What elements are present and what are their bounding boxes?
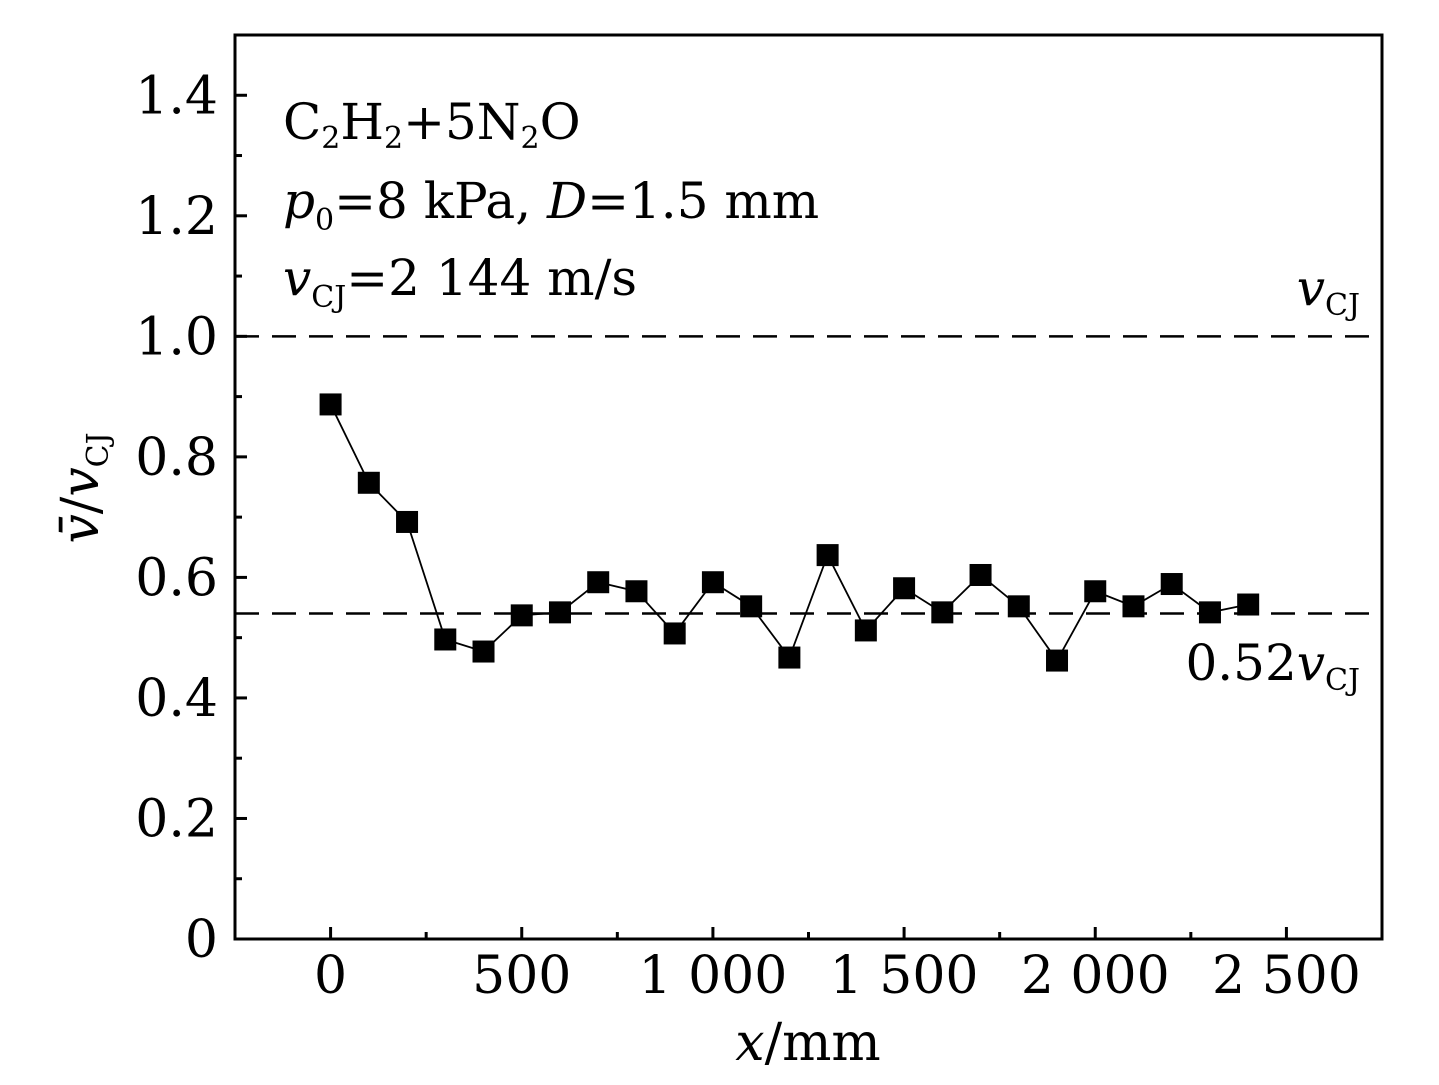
data-point: [816, 544, 839, 567]
data-point: [587, 571, 610, 594]
data-point: [701, 571, 724, 594]
data-point: [434, 628, 457, 651]
y-tick-label: 0.4: [135, 669, 218, 729]
y-tick-label: 1.0: [135, 307, 218, 367]
y-tick-label: 0.8: [135, 428, 218, 488]
ref-label-vcj: vCJ: [1297, 259, 1360, 323]
data-point: [1237, 593, 1260, 616]
data-point: [472, 640, 495, 663]
y-tick-label: 1.4: [135, 66, 218, 126]
x-tick-label: 500: [472, 946, 571, 1006]
data-point: [740, 595, 763, 618]
x-axis-title: x/mm: [735, 1013, 880, 1073]
data-point: [1160, 573, 1183, 596]
data-point: [778, 646, 801, 669]
x-tick-label: 1 500: [830, 946, 979, 1006]
data-point: [548, 601, 571, 624]
data-point: [931, 601, 954, 624]
y-tick-label: 0.6: [135, 548, 218, 608]
y-tick-label: 1.2: [135, 187, 218, 247]
data-point: [969, 563, 992, 586]
x-tick-label: 1 000: [638, 946, 787, 1006]
reference-lines: [235, 335, 1382, 615]
x-tick-label: 0: [314, 946, 347, 1006]
data-point: [854, 619, 877, 642]
data-point: [893, 577, 916, 600]
x-tick-label: 2 000: [1021, 946, 1170, 1006]
y-axis-title: v̄/vCJ: [51, 432, 116, 543]
data-point: [1007, 595, 1030, 618]
data-point: [357, 471, 380, 494]
series-line: [329, 404, 1249, 663]
annotation-vcj: vCJ=2 144 m/s: [283, 249, 637, 315]
data-point: [1046, 649, 1069, 672]
plot-frame: [233, 33, 1384, 941]
data-point: [1122, 595, 1145, 618]
data-point: [663, 622, 686, 645]
annotation-conditions: p0=8 kPa, D=1.5 mm: [283, 172, 819, 238]
x-axis-ticks: 0 500 1 000 1 500 2 000 2 500: [314, 927, 1361, 1006]
data-point: [625, 580, 648, 603]
ref-label-0.52vcj: 0.52vCJ: [1185, 634, 1360, 698]
y-tick-label: 0: [185, 910, 218, 970]
data-point: [1198, 601, 1221, 624]
data-point: [319, 393, 342, 416]
data-series: [319, 393, 1260, 672]
y-tick-label: 0.2: [135, 789, 218, 849]
data-point: [510, 604, 533, 627]
x-tick-label: 2 500: [1212, 946, 1361, 1006]
annotation-mixture: C2H2+5N2O: [283, 93, 581, 156]
y-axis-ticks: 0 0.2 0.4 0.6 0.8 1.0 1.2 1.4: [135, 66, 247, 970]
data-point: [396, 510, 419, 533]
data-point: [1084, 580, 1107, 603]
